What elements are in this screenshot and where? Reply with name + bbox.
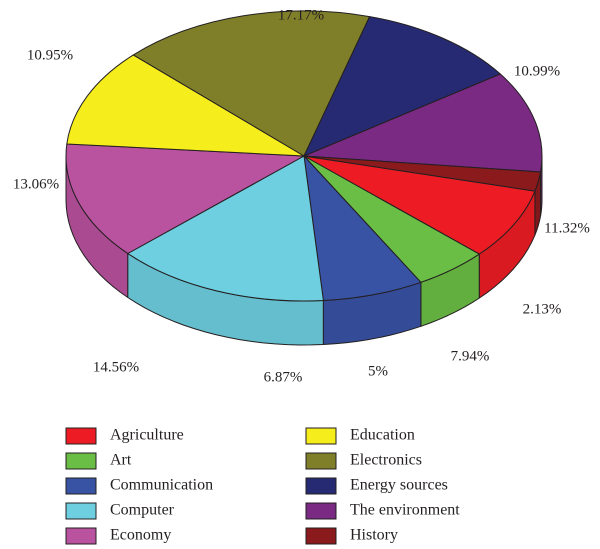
pie-tops	[65, 10, 543, 302]
pct-label-communication: 6.87%	[264, 369, 303, 385]
pct-label-energy-sources: 10.99%	[514, 63, 560, 79]
pct-label-computer: 14.56%	[93, 359, 139, 375]
legend-label-computer: Computer	[110, 502, 175, 519]
legend-label-education: Education	[350, 427, 415, 444]
legend-label-energy-sources: Energy sources	[350, 477, 448, 494]
legend-swatch-communication	[65, 477, 97, 495]
legend-swatch-electronics	[305, 452, 337, 470]
pct-label-the-environment: 11.32%	[544, 220, 590, 236]
legend-label-communication: Communication	[110, 477, 213, 494]
pct-label-economy: 13.06%	[13, 176, 59, 192]
pie-slice-the-environment	[303, 73, 543, 173]
pie-slice-electronics	[132, 10, 371, 157]
pie-sides	[65, 155, 543, 346]
legend-swatch-the-environment	[305, 502, 337, 520]
pie-slice-computer	[127, 155, 324, 302]
legend-swatch-economy	[65, 527, 97, 545]
legend: Agriculture Art Communication Computer Econo…	[65, 427, 460, 545]
pct-label-agriculture: 7.94%	[451, 348, 490, 364]
pct-label-electronics: 17.17%	[278, 7, 324, 23]
pie-slice-agriculture	[303, 155, 536, 255]
legend-swatch-energy-sources	[305, 477, 337, 495]
legend-label-history: History	[350, 527, 398, 544]
legend-swatch-education	[305, 427, 337, 445]
legend-swatch-history	[305, 527, 337, 545]
legend-label-economy: Economy	[110, 527, 171, 544]
pie-slice-economy	[65, 143, 305, 254]
legend-label-art: Art	[110, 452, 132, 469]
legend-label-electronics: Electronics	[350, 452, 422, 469]
legend-label-the-environment: The environment	[350, 502, 460, 519]
legend-swatch-computer	[65, 502, 97, 520]
pct-label-education: 10.95%	[27, 47, 73, 63]
pct-label-art: 5%	[368, 363, 388, 379]
pie-slice-history	[303, 155, 542, 192]
legend-swatch-agriculture	[65, 427, 97, 445]
pie-labels: 7.94% 5% 6.87% 14.56% 13.06% 10.95% 17.17% 10.9…	[13, 7, 590, 385]
pie-slice-energy-sources	[303, 16, 501, 157]
pie-slice-education	[66, 54, 305, 157]
pct-label-history: 2.13%	[523, 301, 562, 317]
legend-swatch-art	[65, 452, 97, 470]
legend-label-agriculture: Agriculture	[110, 427, 184, 444]
